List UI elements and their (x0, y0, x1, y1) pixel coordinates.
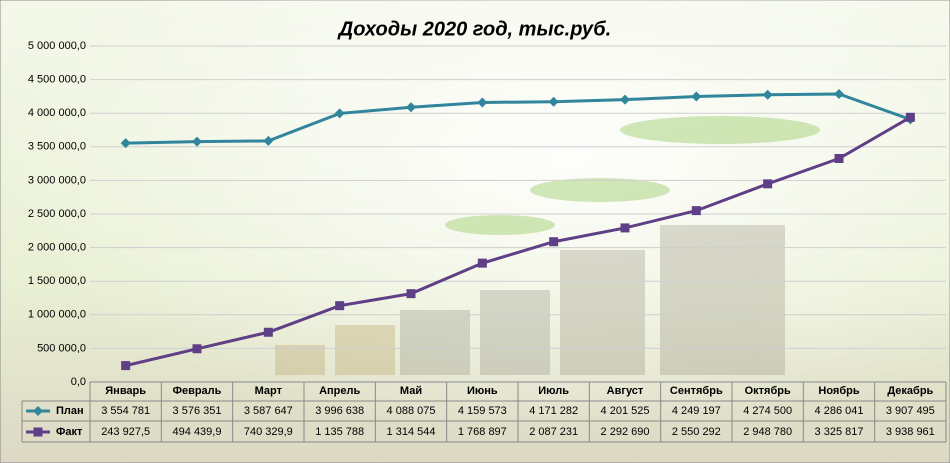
table-value: 1 314 544 (387, 426, 436, 438)
table-value: 2 292 690 (601, 426, 650, 438)
legend-marker (33, 427, 43, 437)
x-tick-label: Декабрь (887, 385, 933, 397)
y-tick-label: 2 000 000,0 (28, 242, 86, 254)
table-value: 3 996 638 (315, 405, 364, 417)
data-point (406, 289, 416, 299)
y-tick-label: 500 000,0 (37, 342, 86, 354)
data-point (121, 361, 131, 371)
series-line (125, 116, 912, 368)
data-point (477, 258, 487, 268)
data-point (763, 179, 773, 189)
data-point (548, 96, 559, 107)
data-point (834, 88, 844, 99)
y-tick-label: 3 000 000,0 (28, 174, 86, 186)
x-tick-label: Март (255, 385, 283, 397)
table-value: 1 135 788 (315, 426, 364, 438)
data-point (620, 94, 630, 105)
x-tick-label: Ноябрь (818, 385, 859, 397)
data-point (477, 97, 488, 108)
table-value: 4 171 282 (529, 405, 578, 417)
y-tick-label: 4 500 000,0 (28, 74, 86, 86)
data-point (192, 136, 202, 147)
y-tick-label: 0,0 (71, 376, 86, 388)
table-value: 2 948 780 (743, 426, 792, 438)
legend-label: План (56, 405, 84, 417)
chart-title: Доходы 2020 год, тыс.руб. (337, 18, 611, 40)
y-tick-label: 4 000 000,0 (28, 107, 86, 119)
x-tick-label: Июнь (467, 385, 498, 397)
x-tick-label: Август (607, 385, 644, 397)
data-point (120, 138, 131, 149)
data-point (192, 344, 202, 354)
x-tick-label: Октябрь (745, 385, 791, 397)
data-point (691, 206, 701, 216)
x-tick-label: Январь (105, 385, 146, 397)
data-point (762, 89, 773, 100)
data-point (549, 237, 559, 247)
table-value: 3 587 647 (244, 405, 293, 417)
legend-label: Факт (56, 426, 83, 438)
table-value: 740 329,9 (244, 426, 293, 438)
table-value: 3 907 495 (886, 405, 935, 417)
data-point (263, 327, 273, 337)
series-line (125, 92, 911, 145)
table-value: 4 088 075 (387, 405, 436, 417)
legend-marker (33, 406, 43, 416)
x-tick-label: Май (400, 385, 422, 397)
x-tick-label: Февраль (173, 385, 222, 397)
table-value: 2 087 231 (529, 426, 578, 438)
y-tick-label: 1 000 000,0 (28, 309, 86, 321)
data-point (335, 301, 345, 311)
table-value: 3 554 781 (101, 405, 150, 417)
table-value: 4 201 525 (601, 405, 650, 417)
table-value: 3 938 961 (886, 426, 935, 438)
table-value: 2 550 292 (672, 426, 721, 438)
decoration (275, 116, 820, 375)
y-tick-label: 1 500 000,0 (28, 275, 86, 287)
y-tick-label: 5 000 000,0 (28, 40, 86, 52)
table-value: 1 768 897 (458, 426, 507, 438)
data-point (834, 154, 844, 164)
table-value: 4 274 500 (743, 405, 792, 417)
data-point (406, 102, 416, 113)
x-tick-label: Июль (538, 385, 569, 397)
table-value: 494 439,9 (173, 426, 222, 438)
y-tick-label: 2 500 000,0 (28, 208, 86, 220)
data-point (334, 108, 345, 119)
data-point (691, 91, 702, 102)
x-tick-label: Сентябрь (670, 385, 723, 397)
table-value: 4 249 197 (672, 405, 721, 417)
table-value: 243 927,5 (101, 426, 150, 438)
data-point (263, 135, 274, 146)
data-point (620, 223, 630, 233)
table-value: 4 159 573 (458, 405, 507, 417)
table-value: 4 286 041 (815, 405, 864, 417)
table-value: 3 576 351 (173, 405, 222, 417)
data-point (905, 112, 915, 122)
table-value: 3 325 817 (815, 426, 864, 438)
y-tick-label: 3 500 000,0 (28, 141, 86, 153)
x-tick-label: Апрель (319, 385, 360, 397)
